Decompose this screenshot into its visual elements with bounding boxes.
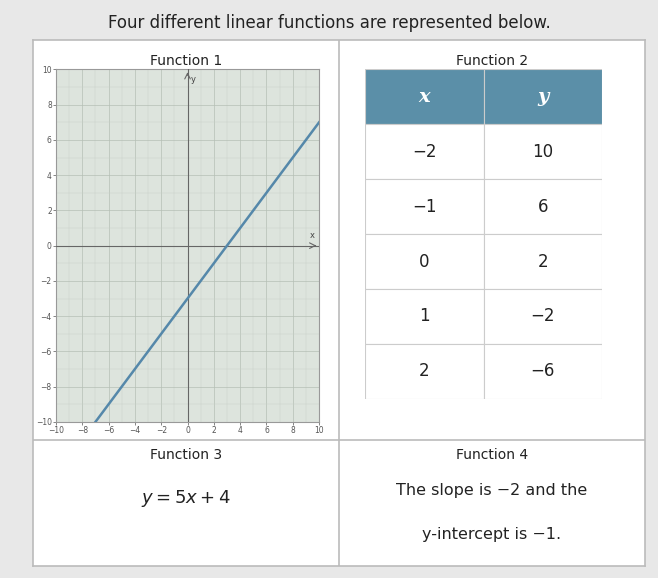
Text: Function 2: Function 2 (456, 54, 528, 68)
Text: 0: 0 (419, 253, 430, 271)
Text: −1: −1 (412, 198, 437, 216)
Bar (484, 179, 602, 234)
Bar (365, 124, 484, 179)
Bar (365, 179, 484, 234)
Text: $y = 5x + 4$: $y = 5x + 4$ (141, 488, 231, 509)
Bar (484, 124, 602, 179)
Text: 6: 6 (538, 198, 548, 216)
Text: 10: 10 (532, 143, 553, 161)
Bar (365, 344, 484, 399)
Bar (365, 289, 484, 344)
Bar (365, 234, 484, 289)
Text: −2: −2 (530, 307, 555, 325)
Text: y: y (190, 75, 195, 84)
Text: The slope is −2 and the: The slope is −2 and the (396, 483, 588, 498)
Text: Function 4: Function 4 (456, 448, 528, 462)
Bar (484, 234, 602, 289)
Text: −6: −6 (530, 362, 555, 380)
Bar (484, 289, 602, 344)
Bar (484, 344, 602, 399)
Text: x: x (418, 88, 430, 106)
Text: Function 1: Function 1 (150, 54, 222, 68)
Text: Four different linear functions are represented below.: Four different linear functions are repr… (108, 14, 550, 32)
Text: y: y (537, 88, 549, 106)
Text: x: x (310, 231, 315, 239)
FancyBboxPatch shape (484, 69, 602, 124)
Text: Function 3: Function 3 (150, 448, 222, 462)
Text: 1: 1 (419, 307, 430, 325)
Text: 2: 2 (419, 362, 430, 380)
Text: 2: 2 (538, 253, 548, 271)
Text: y-intercept is −1.: y-intercept is −1. (422, 527, 561, 542)
FancyBboxPatch shape (365, 69, 484, 124)
Text: −2: −2 (412, 143, 437, 161)
